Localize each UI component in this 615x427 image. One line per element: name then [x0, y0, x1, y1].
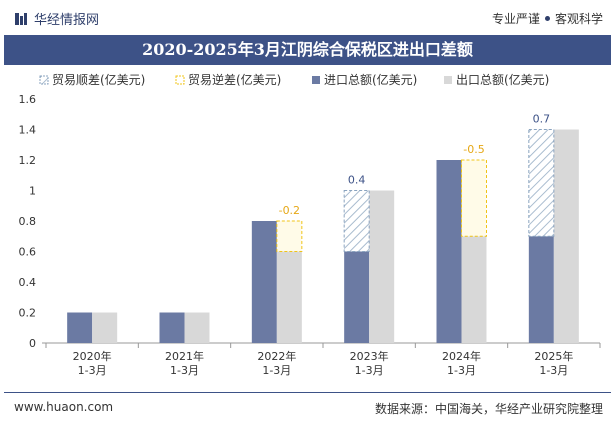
x-tick-label: 2024年 1-3月 [442, 349, 481, 377]
chart: 贸易顺差(亿美元) 贸易逆差(亿美元) 进口总额(亿美元) 出口总额(亿美元) 0 0.… [19, 72, 601, 377]
export-bar [92, 312, 118, 343]
tagline-right: 客观科学 [554, 12, 603, 26]
export-bar [369, 190, 395, 343]
deficit-bar [461, 159, 487, 237]
export-bar [276, 251, 302, 343]
import-bar [67, 312, 93, 343]
data-source: 数据来源：中国海关，华经产业研究院整理 [374, 402, 603, 416]
x-tick-label: 2023年 1-3月 [350, 349, 389, 377]
legend-label: 贸易逆差(亿美元) [188, 72, 281, 87]
tagline-left: 专业严谨 [491, 12, 540, 26]
y-tick-label: 1.4 [19, 124, 37, 137]
export-bar [461, 236, 487, 343]
legend: 贸易顺差(亿美元) 贸易逆差(亿美元) 进口总额(亿美元) 出口总额(亿美元) [39, 72, 549, 87]
legend-swatch [444, 76, 452, 84]
surplus-bar [528, 129, 555, 237]
top-bar: 华经情报网 专业严谨 客观科学 [0, 0, 615, 36]
tagline: 专业严谨 客观科学 [492, 10, 603, 27]
title-bar: 2020-2025年3月江阴综合保税区进出口差额 [4, 35, 611, 65]
deficit-bar [276, 220, 303, 252]
balance-label: 0.7 [533, 113, 551, 126]
export-bar [553, 129, 579, 343]
y-tick-label: 1.2 [19, 154, 37, 167]
x-tick-label: 2021年 1-3月 [165, 349, 204, 377]
y-tick-label: 1 [29, 185, 36, 198]
chart-title: 2020-2025年3月江阴综合保税区进出口差额 [142, 40, 473, 59]
y-tick-label: 0.6 [19, 246, 37, 259]
y-tick-label: 0.2 [19, 307, 37, 320]
y-tick-label: 1.6 [19, 93, 37, 106]
import-bar [528, 236, 554, 343]
import-bar [436, 160, 462, 343]
legend-label: 贸易顺差(亿美元) [52, 72, 145, 87]
footer-divider [4, 392, 611, 393]
brand-name: 华经情报网 [34, 13, 100, 28]
x-tick-label: 2020年 1-3月 [73, 349, 112, 377]
huajing-logo-icon [14, 12, 28, 26]
balance-label: -0.5 [463, 143, 484, 156]
balance-label: -0.2 [279, 204, 300, 217]
plot-area: -0.2 0.4 -0.5 0.7 [67, 113, 579, 343]
legend-swatch [39, 75, 49, 85]
website-url: www.huaon.com [14, 400, 114, 414]
import-bar [251, 221, 277, 343]
legend-swatch [312, 76, 320, 84]
brand: 华经情报网 [14, 9, 99, 28]
legend-label: 出口总额(亿美元) [456, 72, 549, 87]
y-tick-label: 0.4 [19, 276, 37, 289]
balance-label: 0.4 [348, 174, 366, 187]
legend-swatch [175, 75, 185, 85]
x-tick-label: 2025年 1-3月 [534, 349, 573, 377]
surplus-bar [343, 190, 370, 252]
y-tick-label: 0 [29, 337, 36, 350]
legend-label: 进口总额(亿美元) [324, 72, 417, 87]
x-tick-label: 2022年 1-3月 [257, 349, 296, 377]
import-bar [159, 312, 185, 343]
export-bar [184, 312, 210, 343]
axes: 0 0.2 0.4 0.6 0.8 1 1.2 1.4 1.6 2020年 1-3月 2021年 1-3… [19, 93, 601, 377]
footer: www.huaon.com 数据来源：中国海关，华经产业研究院整理 [0, 392, 615, 427]
separator-dot-icon [544, 16, 550, 21]
y-tick-label: 0.8 [19, 215, 37, 228]
import-bar [344, 251, 370, 343]
